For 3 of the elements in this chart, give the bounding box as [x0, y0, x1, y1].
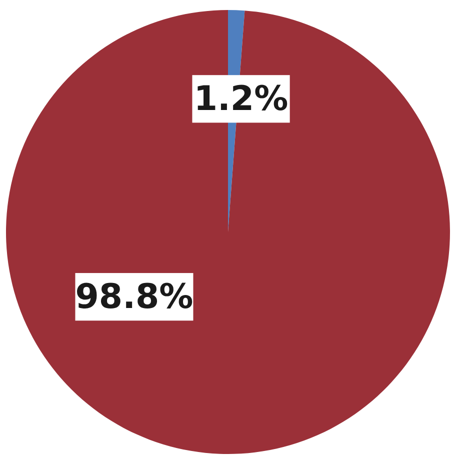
data-label: 98.8%	[75, 276, 194, 317]
data-label: 1.2%	[194, 78, 288, 119]
pie-slice	[6, 10, 450, 454]
